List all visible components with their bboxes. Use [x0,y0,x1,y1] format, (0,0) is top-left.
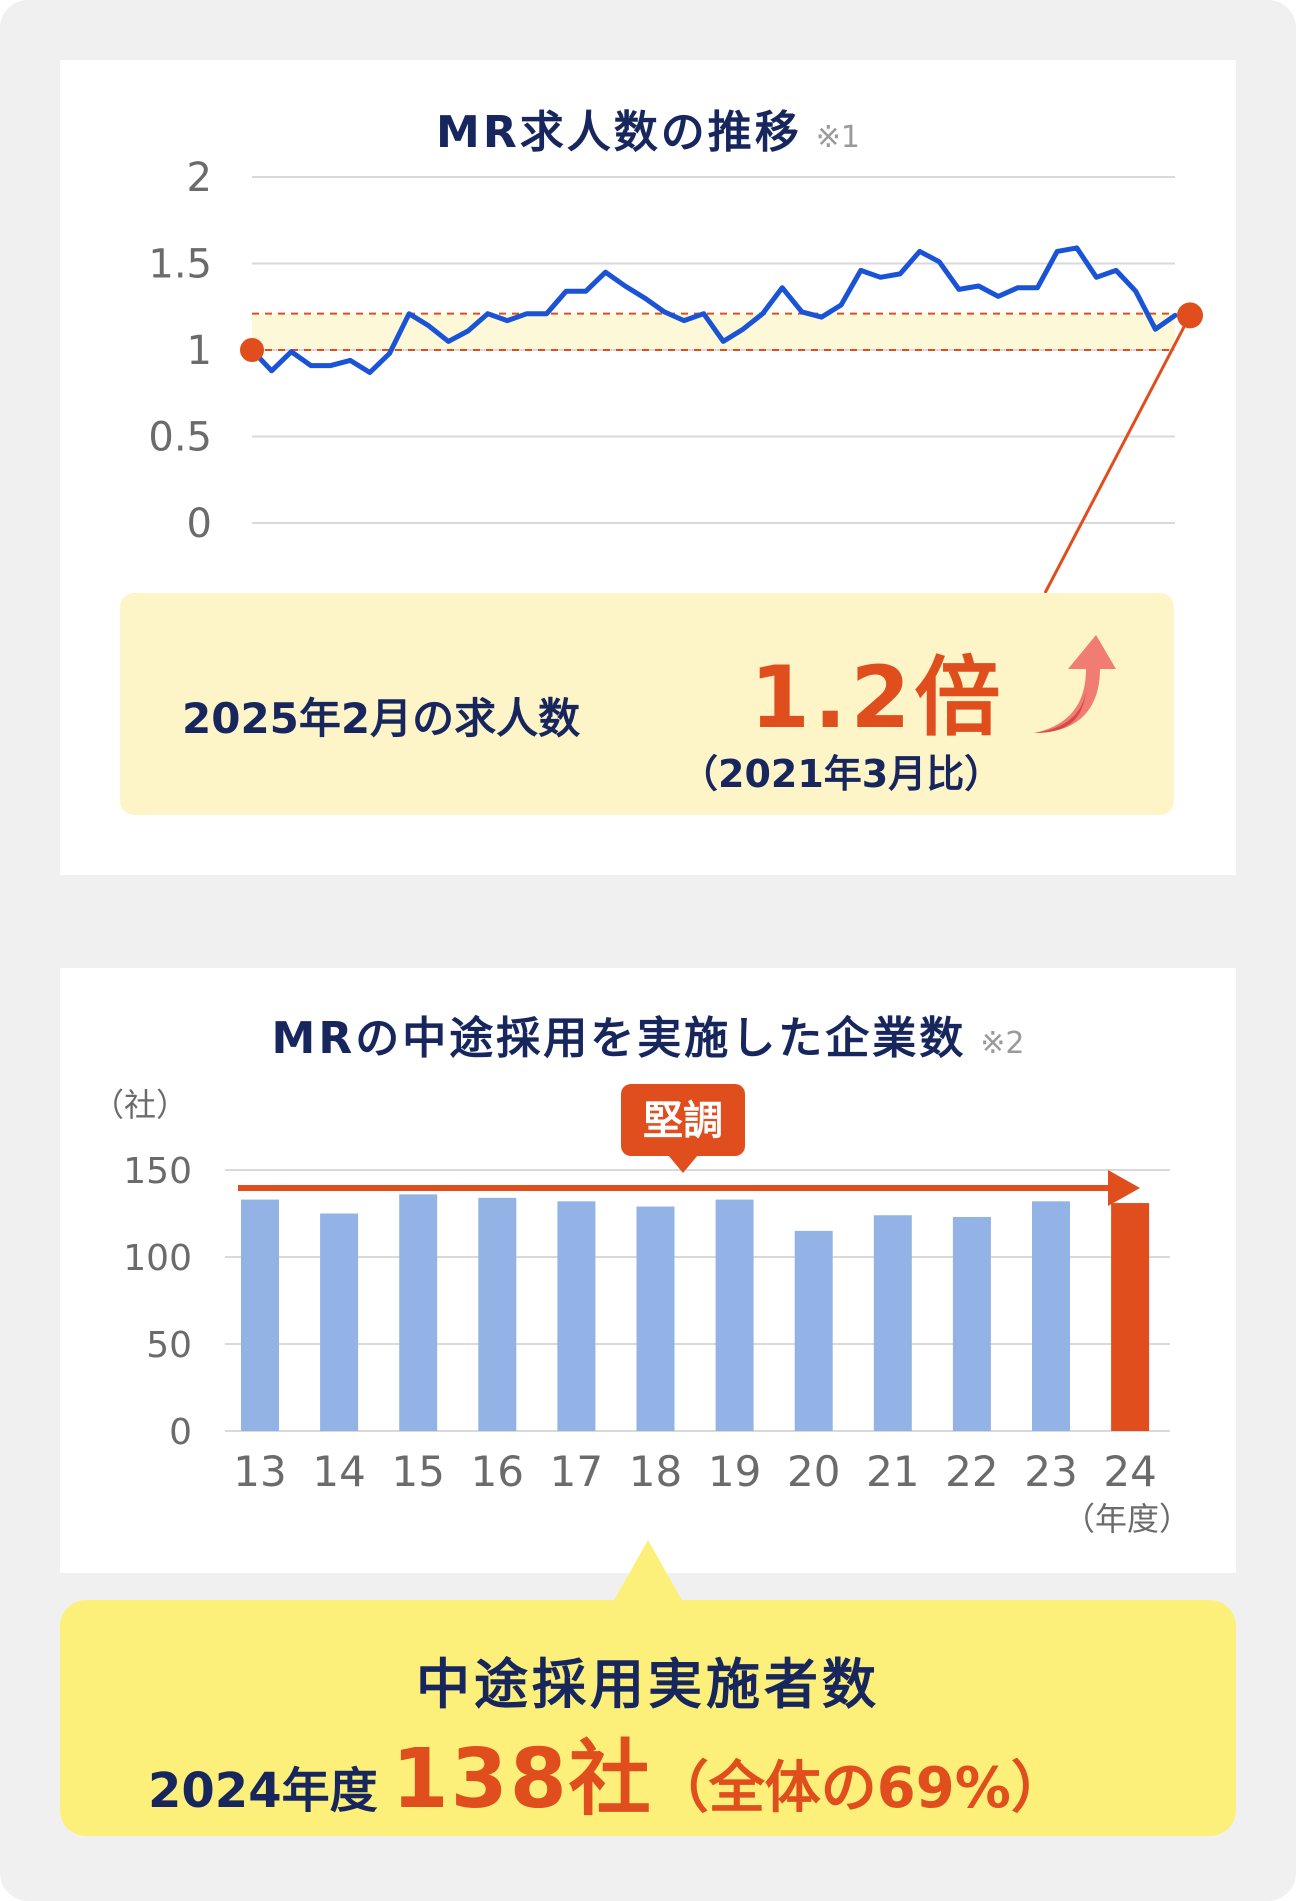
callout-connector-line [1043,314,1192,594]
hiring-callout: 中途採用実施者数 2024年度 138社（全体の69%） [60,1600,1236,1836]
y-tick-label: 0 [187,501,212,547]
bar-chart-title-text: MRの中途採用を実施した企業数 [271,1013,967,1064]
x-tick-label: 14 [312,1447,365,1496]
y-axis-label: （社） [92,1086,188,1124]
line-chart-note: ※1 [815,120,860,155]
bar [873,1215,912,1431]
trend-badge-label: 堅調 [643,1098,723,1144]
trend-badge [621,1084,745,1156]
line-chart: 0 0.5 1 1.5 2 [148,155,1203,594]
bar [399,1194,438,1431]
x-tick-label: 19 [708,1447,761,1496]
bar-highlight [1111,1203,1150,1431]
trend-arrow-head [1108,1170,1140,1206]
y-tick-label: 0 [169,1412,192,1453]
bar [557,1201,596,1431]
y-tick-label: 150 [123,1151,192,1192]
bar [636,1206,675,1431]
hiring-callout-year: 2024年度 [148,1763,378,1819]
x-tick-label: 17 [550,1447,603,1496]
x-tick-label: 21 [866,1447,919,1496]
bar-chart-title: MRの中途採用を実施した企業数 ※2 [60,1002,1236,1066]
openings-callout: 2025年2月の求人数 1.2倍 （2021年3月比） [120,593,1174,815]
openings-callout-value: 1.2倍 [750,648,1005,748]
bar [241,1199,279,1431]
line-chart-title-text: MR求人数の推移 [436,107,802,158]
trend-badge-pointer [668,1155,698,1173]
callout-pointer [613,1540,683,1602]
openings-series-line [249,245,1178,375]
bar [1032,1201,1070,1431]
x-tick-label: 20 [787,1447,840,1496]
bar [952,1216,991,1431]
x-tick-label: 18 [629,1447,682,1496]
x-tick-label: 16 [471,1447,524,1496]
end-point-marker [1177,302,1203,329]
bar-chart-note: ※2 [980,1026,1025,1061]
y-tick-label: 1.5 [148,242,212,288]
y-tick-label: 0.5 [148,415,212,461]
openings-callout-note: （2021年3月比） [680,752,1003,796]
x-tick-label: 15 [391,1447,444,1496]
bar [794,1230,833,1431]
x-tick-label: 13 [233,1447,286,1496]
line-chart-title: MR求人数の推移 ※1 [60,96,1236,160]
y-tick-label: 2 [187,155,212,201]
x-axis-label: （年度） [1063,1500,1191,1538]
bar [715,1199,754,1431]
bar [478,1197,517,1431]
y-tick-label: 1 [187,328,212,374]
start-point-marker [240,338,264,362]
x-tick-label: 24 [1103,1447,1156,1496]
hiring-callout-line: 2024年度 138社（全体の69%） [148,1712,1067,1831]
hiring-callout-value: 138社 [391,1732,653,1827]
bar [320,1213,359,1431]
job-openings-panel: MR求人数の推移 ※1 0 0.5 1 1.5 2 2025年2月の求人数 1.2倍 （2… [60,60,1236,875]
mid-career-hiring-panel: MRの中途採用を実施した企業数 ※2 （社） 0 50 100 150 13 14 15 16 17… [60,968,1236,1573]
bar-chart: （社） 0 50 100 150 13 14 15 16 17 18 19 20 21 22 23 24 （年度）… [92,1084,1191,1538]
openings-callout-label: 2025年2月の求人数 [182,694,581,743]
rising-arrow-icon [1034,635,1116,733]
hiring-callout-heading: 中途採用実施者数 [416,1653,880,1716]
x-tick-label: 22 [945,1447,998,1496]
y-tick-label: 50 [146,1325,192,1366]
x-tick-label: 23 [1024,1447,1077,1496]
y-tick-label: 100 [123,1238,192,1279]
hiring-callout-share: （全体の69%） [652,1756,1067,1821]
